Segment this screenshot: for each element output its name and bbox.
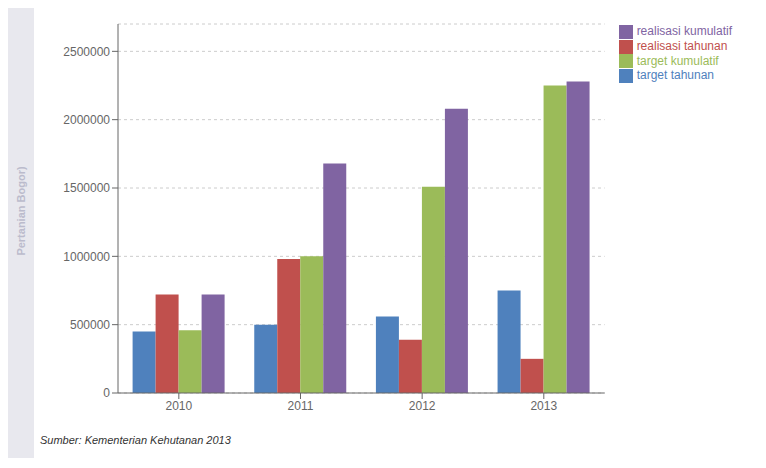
html-text:target kumulatif: target kumulatif (636, 53, 719, 68)
html-text:realisasi tahunan: realisasi tahunan (636, 38, 728, 53)
html-text:realisasi kumulatif: realisasi kumulatif (636, 24, 732, 38)
svg-text:2010: 2010 (165, 399, 192, 413)
svg-text:2000000: 2000000 (63, 113, 110, 127)
svg-text:2013: 2013 (530, 399, 557, 413)
svg-text:2500000: 2500000 (63, 45, 110, 59)
svg-text:0: 0 (103, 386, 110, 400)
svg-text:2011: 2011 (288, 399, 314, 413)
html-text:Sumber: Kementerian Kehutanan: Sumber: Kementerian Kehutanan 2013 (40, 434, 231, 446)
html-text:Pertanian Bogor): Pertanian Bogor) (15, 165, 27, 256)
html-text:target tahunan: target tahunan (636, 68, 714, 83)
svg-text:500000: 500000 (70, 318, 110, 332)
svg-text:1000000: 1000000 (63, 250, 110, 264)
svg-text:1500000: 1500000 (63, 181, 110, 195)
svg-text:2012: 2012 (409, 399, 436, 413)
